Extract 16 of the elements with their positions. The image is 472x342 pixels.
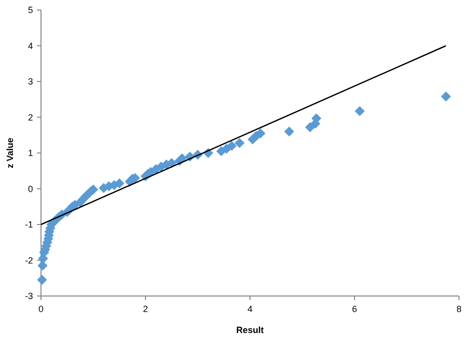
y-tick-label: -2 bbox=[24, 255, 33, 266]
x-axis-title: Result bbox=[236, 325, 264, 335]
y-tick-label: 5 bbox=[28, 5, 33, 16]
y-tick-label: 2 bbox=[28, 112, 33, 122]
y-tick-label: 4 bbox=[28, 40, 33, 51]
x-tick-label: 0 bbox=[38, 304, 44, 314]
y-axis-title: z Value bbox=[5, 138, 15, 168]
y-tick-label: -1 bbox=[24, 220, 33, 230]
y-tick-label: -3 bbox=[24, 291, 33, 302]
y-tick-label: 3 bbox=[28, 76, 33, 87]
x-tick-label: 6 bbox=[352, 304, 358, 314]
x-tick-label: 8 bbox=[456, 304, 462, 314]
y-tick-label: 0 bbox=[28, 184, 33, 194]
x-tick-label: 4 bbox=[247, 304, 253, 314]
x-tick-label: 2 bbox=[142, 304, 148, 314]
y-tick-label: 1 bbox=[28, 148, 33, 158]
